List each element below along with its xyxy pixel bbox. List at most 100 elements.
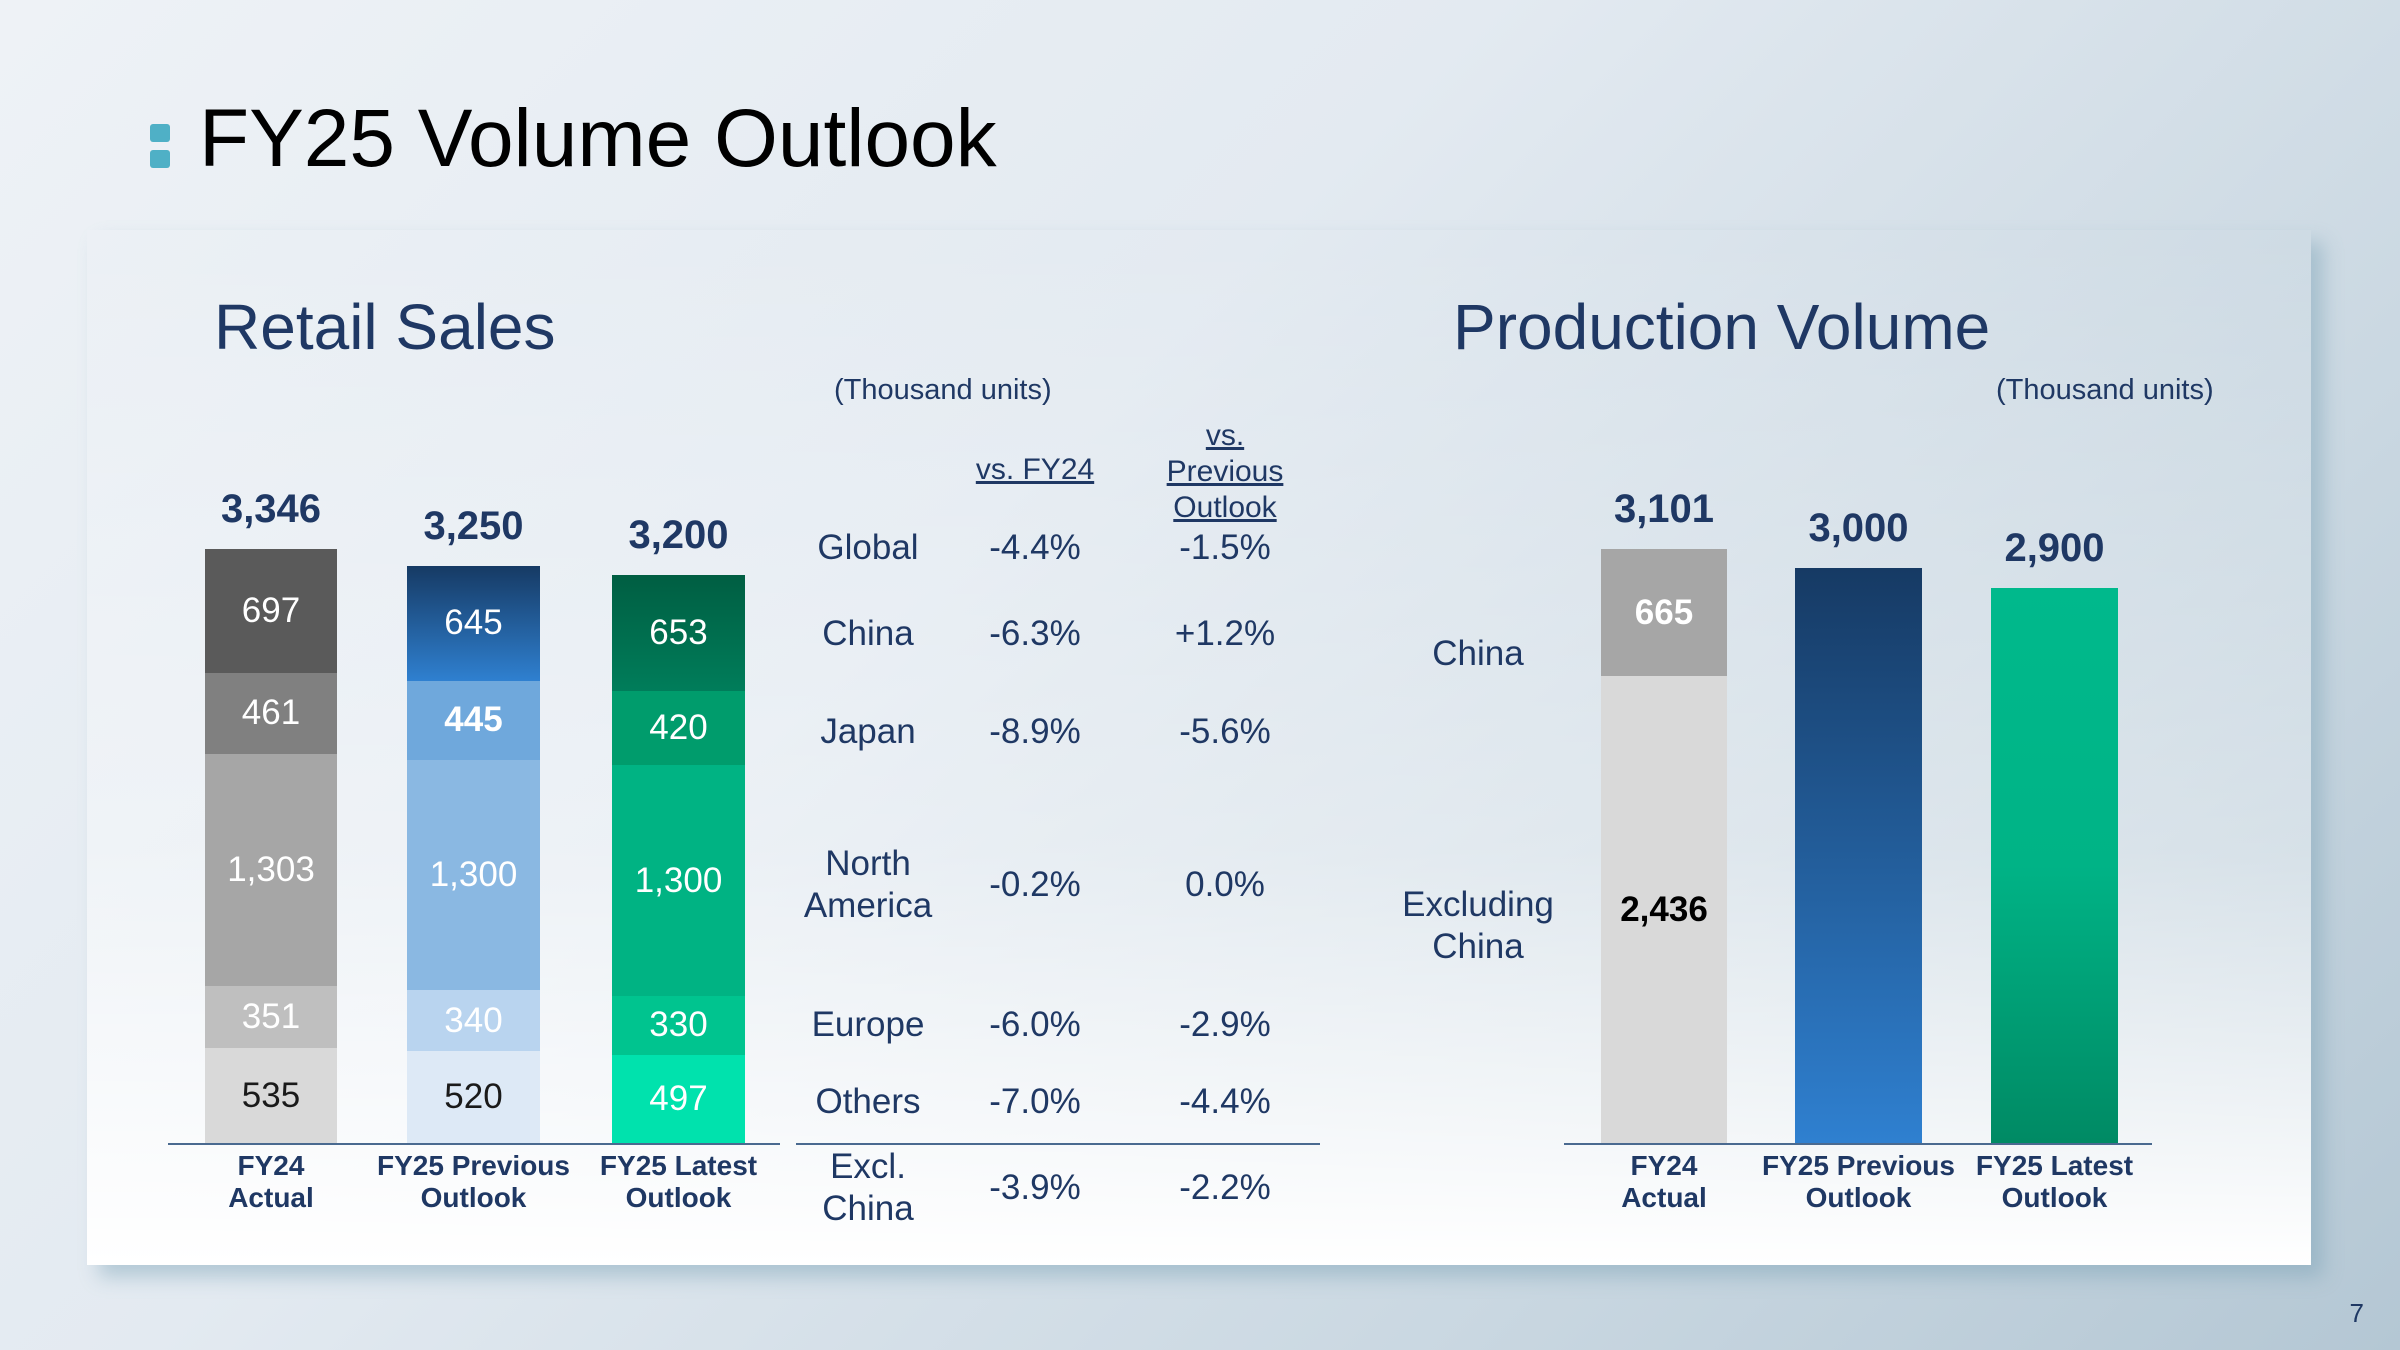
retail-sales-title: Retail Sales xyxy=(214,291,556,363)
header-line: vs. xyxy=(1205,419,1245,452)
region-label-line: Japan xyxy=(820,712,916,751)
region-label-line: America xyxy=(803,886,933,925)
region-label: North America xyxy=(804,843,932,927)
bar-total xyxy=(1991,587,2118,1143)
region-label: Japan xyxy=(820,711,915,753)
bar-segment-others: 520 xyxy=(407,1050,540,1143)
vs-previous-value: -1.5% xyxy=(1179,528,1271,567)
bar-segment-china: 653 xyxy=(612,574,745,691)
table-divider-line xyxy=(796,1143,1320,1145)
bar-segment-europe: 330 xyxy=(612,996,745,1055)
total-label: 3,101 xyxy=(1613,487,1715,531)
vs-previous-value: -5.6% xyxy=(1179,712,1271,751)
category-label-line: FY25 Previous xyxy=(377,1150,570,1181)
bar-segment-japan: 445 xyxy=(407,680,540,760)
header-vs-previous-outlook: vs. Previous Outlook xyxy=(1167,418,1284,526)
region-label-line: Others xyxy=(815,1082,921,1121)
data-label: 445 xyxy=(444,700,503,740)
bar-segment-north-america: 1,300 xyxy=(612,765,745,997)
bar-segment-excluding-china: 2,436 xyxy=(1601,676,1727,1143)
row-label-excluding-china: Excluding China xyxy=(1402,884,1554,968)
header-vs-fy24: vs. FY24 xyxy=(975,453,1095,486)
header-line: Previous xyxy=(1166,455,1284,488)
data-label: 653 xyxy=(649,612,708,652)
bar-segment-north-america: 1,300 xyxy=(407,759,540,991)
page-title: FY25 Volume Outlook xyxy=(199,93,997,184)
data-label: 2,436 xyxy=(1620,889,1708,929)
bar-segment-china: 645 xyxy=(407,566,540,681)
vs-fy24-value: -7.0% xyxy=(989,1082,1081,1121)
category-label-line: FY25 Latest xyxy=(1975,1150,2134,1181)
region-label-line: North xyxy=(825,844,911,883)
category-label-line: Outlook xyxy=(625,1182,732,1214)
category-label: FY25 Previous Outlook xyxy=(377,1150,570,1214)
data-label: 535 xyxy=(241,1075,301,1115)
data-label: 420 xyxy=(649,708,708,748)
region-label: Excl. China xyxy=(822,1146,913,1230)
vs-previous-value: -2.2% xyxy=(1179,1168,1271,1207)
vs-fy24-value: -0.2% xyxy=(989,865,1081,904)
total-label: 3,000 xyxy=(1808,506,1909,551)
region-label: China xyxy=(822,613,913,655)
category-label-line: FY24 xyxy=(237,1150,305,1181)
vs-previous-value: 0.0% xyxy=(1185,865,1265,904)
vs-fy24-value: -3.9% xyxy=(989,1168,1081,1207)
vs-previous-value: +1.2% xyxy=(1174,614,1276,653)
vs-fy24-value: -6.3% xyxy=(989,614,1081,653)
retail-units-label: (Thousand units) xyxy=(834,374,1052,406)
header-line: Outlook xyxy=(1173,491,1277,524)
category-label-line: Outlook xyxy=(1805,1182,1912,1214)
category-label: FY25 Latest Outlook xyxy=(600,1150,757,1214)
data-label: 520 xyxy=(444,1076,503,1116)
vs-previous-value: -2.9% xyxy=(1179,1005,1271,1044)
total-label: 2,900 xyxy=(2004,525,2105,570)
vs-fy24-value: -8.9% xyxy=(989,712,1081,751)
category-label-line: FY25 Latest xyxy=(599,1150,758,1181)
region-label-line: Europe xyxy=(811,1005,925,1044)
total-label: 3,346 xyxy=(220,486,322,531)
production-units-label: (Thousand units) xyxy=(1996,374,2214,406)
bar-segment-japan: 420 xyxy=(612,690,745,766)
bar-segment-japan: 461 xyxy=(205,672,337,755)
data-label: 1,300 xyxy=(429,854,518,894)
row-label-line: China xyxy=(1432,927,1524,966)
bar-segment-europe: 351 xyxy=(205,985,337,1048)
production-axis-line xyxy=(1564,1143,2152,1145)
bar-segment-north-america: 1,303 xyxy=(205,754,337,986)
retail-axis-line xyxy=(168,1143,780,1145)
category-label: FY25 Previous Outlook xyxy=(1762,1150,1955,1214)
region-label: Others xyxy=(815,1081,920,1123)
category-label-line: Outlook xyxy=(2001,1182,2108,1214)
category-label-line: FY25 Previous xyxy=(1762,1150,1955,1181)
category-label-line: FY24 xyxy=(1630,1150,1698,1181)
total-label: 3,250 xyxy=(423,504,524,549)
region-label-line: Global xyxy=(817,528,919,567)
row-label-china: China xyxy=(1432,634,1524,673)
category-label: FY25 Latest Outlook xyxy=(1976,1150,2133,1214)
data-label: 1,303 xyxy=(227,850,315,890)
region-label: Europe xyxy=(812,1004,925,1046)
category-label: FY24 Actual xyxy=(1621,1150,1707,1214)
data-label: 497 xyxy=(649,1078,708,1118)
category-label-line: Actual xyxy=(228,1182,314,1214)
production-volume-title: Production Volume xyxy=(1453,291,1991,363)
data-label: 461 xyxy=(241,693,301,733)
region-label-line: Excl. xyxy=(830,1147,906,1186)
bar-segment-china: 665 xyxy=(1601,549,1727,677)
data-label: 697 xyxy=(241,590,301,630)
data-label: 1,300 xyxy=(634,860,723,900)
total-label: 3,200 xyxy=(628,512,729,557)
bar-total xyxy=(1795,568,1922,1143)
category-label-line: Outlook xyxy=(420,1182,527,1214)
data-label: 645 xyxy=(444,603,503,643)
bar-segment-china: 697 xyxy=(205,548,337,673)
vs-previous-value: -4.4% xyxy=(1179,1082,1271,1121)
region-label-line: China xyxy=(822,1189,914,1228)
category-label-line: Actual xyxy=(1621,1182,1707,1214)
vs-fy24-value: -6.0% xyxy=(989,1005,1081,1044)
bar-segment-europe: 340 xyxy=(407,990,540,1051)
title-bullet-icon xyxy=(150,124,170,142)
region-label-line: China xyxy=(822,614,914,653)
data-label: 665 xyxy=(1634,592,1694,632)
category-label: FY24 Actual xyxy=(228,1150,314,1214)
